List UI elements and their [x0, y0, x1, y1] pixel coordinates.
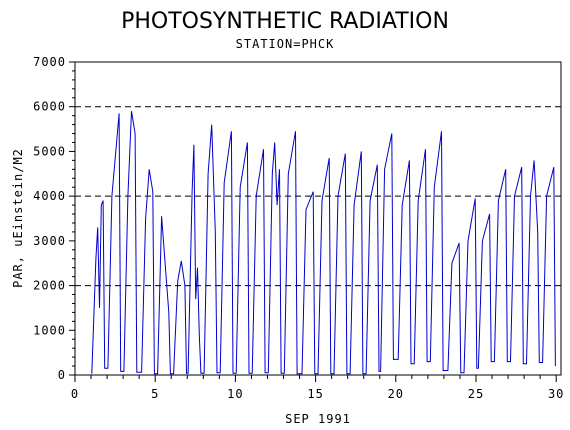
reference-lines	[75, 106, 561, 287]
y-axis-label: PAR, uEinstein/M2	[11, 148, 25, 288]
x-tick-label-30: 30	[548, 387, 564, 401]
x-tick-label-15: 15	[307, 387, 323, 401]
par-series-line	[91, 111, 556, 375]
y-tick-label-3000: 3000	[33, 234, 66, 248]
y-tick-label-4000: 4000	[33, 189, 66, 203]
y-tick-label-1000: 1000	[33, 323, 66, 337]
x-tick-label-0: 0	[71, 387, 79, 401]
chart-title: PHOTOSYNTHETIC RADIATION	[121, 9, 449, 34]
x-axis: 0 5 10 15 20 25 30	[71, 375, 564, 401]
y-tick-label-5000: 5000	[33, 144, 66, 158]
x-tick-label-20: 20	[388, 387, 404, 401]
x-tick-label-25: 25	[468, 387, 484, 401]
y-tick-label-6000: 6000	[33, 100, 66, 114]
plot-frame	[74, 61, 562, 376]
y-tick-label-7000: 7000	[33, 55, 66, 69]
x-axis-label: SEP 1991	[285, 412, 351, 426]
x-tick-label-5: 5	[151, 387, 159, 401]
y-tick-label-2000: 2000	[33, 279, 66, 293]
x-tick-label-10: 10	[227, 387, 243, 401]
y-axis: 0 1000 2000 3000 4000 5000 6000 7000	[33, 55, 75, 382]
y-tick-label-0: 0	[58, 368, 66, 382]
chart-subtitle: STATION=PHCK	[236, 37, 335, 51]
